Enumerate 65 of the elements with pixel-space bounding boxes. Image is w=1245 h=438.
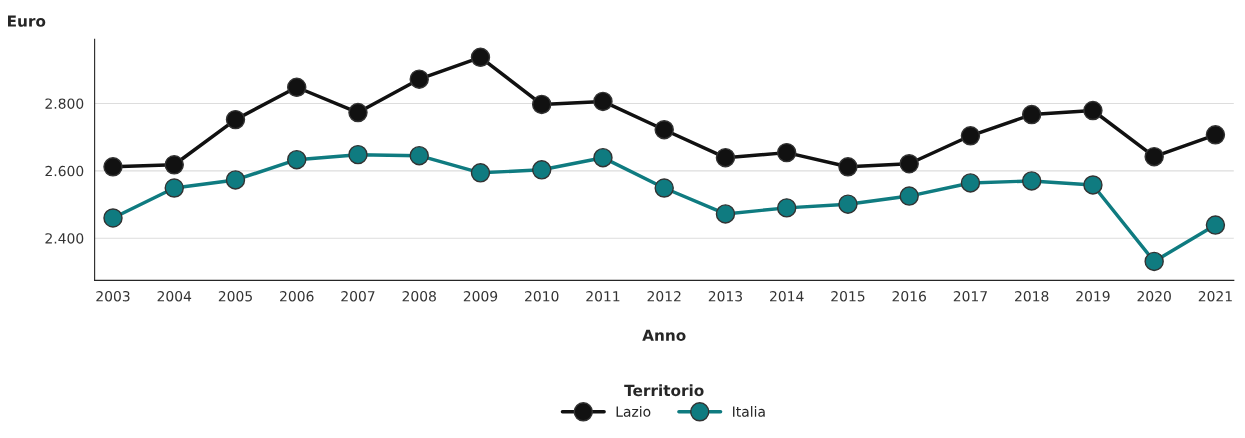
x-tick-label: 2013 (708, 290, 743, 302)
point (470, 47, 491, 67)
point (225, 109, 246, 130)
point (1205, 125, 1226, 145)
x-tick-label: 2018 (1015, 290, 1049, 302)
legend-label: Italia (733, 406, 765, 417)
point (1083, 175, 1103, 195)
y-axis-title: Euro (8, 15, 46, 27)
x-tick-label: 2004 (157, 290, 192, 302)
y-tick-label: 2.400 (45, 233, 84, 244)
point (1144, 146, 1164, 167)
point (531, 94, 552, 115)
x-tick-label: 2014 (770, 290, 804, 302)
point (899, 186, 919, 206)
point (225, 170, 246, 190)
point (164, 178, 184, 198)
x-tick-label: 2009 (463, 290, 498, 302)
point (960, 173, 981, 193)
point (715, 147, 736, 168)
point (348, 102, 368, 123)
x-tick-label: 2006 (280, 290, 314, 302)
point (1083, 100, 1103, 121)
x-tick-label: 2016 (892, 290, 926, 302)
point (593, 91, 613, 112)
point (899, 154, 919, 174)
legend-label: Lazio (616, 406, 651, 417)
x-tick-label: 2005 (218, 290, 252, 302)
point (776, 142, 797, 163)
point (960, 126, 981, 146)
point (654, 178, 674, 198)
point (838, 157, 858, 177)
x-tick-label: 2015 (831, 290, 865, 302)
x-tick-label: 2020 (1137, 290, 1171, 302)
point (776, 198, 797, 218)
point (287, 77, 307, 97)
point (164, 155, 184, 175)
x-tick-label: 2011 (586, 290, 620, 302)
point (1021, 104, 1042, 125)
point (348, 144, 368, 165)
point (1021, 171, 1042, 191)
point (654, 119, 674, 140)
point (103, 157, 123, 177)
x-tick-label: 2010 (525, 290, 559, 302)
x-tick-label: 2019 (1076, 290, 1110, 302)
point (715, 204, 736, 224)
x-axis-title: Anno (642, 329, 686, 341)
x-tick-label: 2012 (647, 290, 681, 302)
point (1144, 251, 1164, 272)
legend-title: Territorio (624, 384, 704, 397)
point (409, 69, 429, 89)
x-tick-label: 2008 (402, 290, 436, 302)
point (409, 145, 429, 166)
y-tick-label: 2.600 (45, 165, 84, 177)
point (531, 160, 552, 180)
point (287, 149, 307, 170)
point (593, 147, 613, 168)
point (103, 208, 123, 228)
x-tick-label: 2021 (1198, 290, 1232, 302)
x-tick-label: 2007 (341, 290, 375, 302)
x-tick-label: 2003 (96, 290, 130, 302)
point (470, 163, 491, 183)
point (1205, 215, 1226, 235)
y-tick-label: 2.800 (45, 98, 84, 109)
point (838, 194, 858, 214)
x-tick-label: 2017 (953, 290, 987, 302)
